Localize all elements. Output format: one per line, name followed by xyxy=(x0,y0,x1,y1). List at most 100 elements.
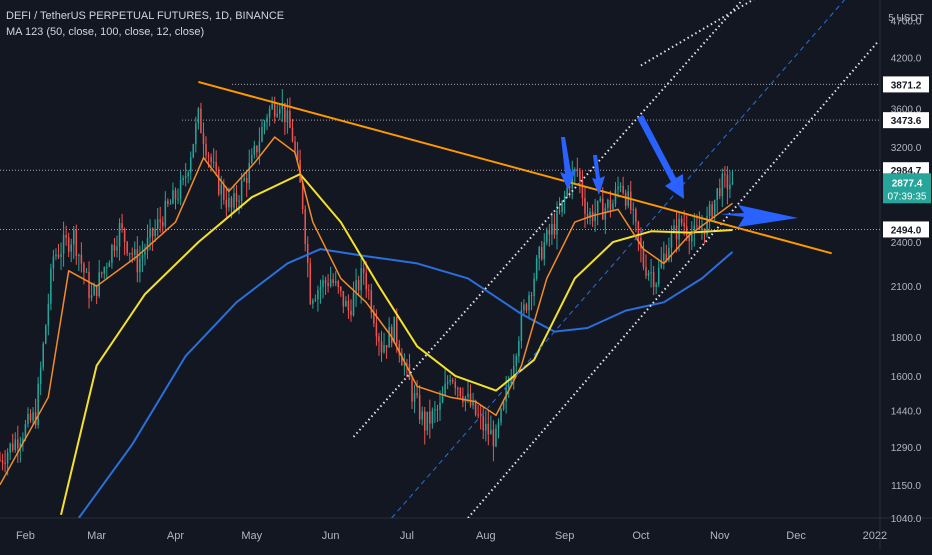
time-tick-label: Feb xyxy=(16,530,35,542)
candle-body xyxy=(47,303,50,326)
candle-body xyxy=(497,422,500,429)
candle-body xyxy=(182,177,184,180)
price-tick-label: 4700.0 xyxy=(891,16,922,27)
price-marker-tag xyxy=(883,221,929,238)
time-tick-label: Apr xyxy=(167,530,184,542)
candle-body xyxy=(136,249,139,273)
candle-body xyxy=(177,199,179,201)
candle-body xyxy=(568,187,571,189)
candle-body xyxy=(668,247,670,261)
candle-body xyxy=(467,393,469,397)
candle-body xyxy=(635,209,637,222)
candle-body xyxy=(385,345,388,348)
left-arrow-icon xyxy=(720,205,798,227)
candle-body xyxy=(174,190,177,200)
channel-midline xyxy=(391,0,845,518)
price-marker-label: 2494.0 xyxy=(891,225,922,236)
candle-body xyxy=(691,233,693,242)
candle-body xyxy=(434,409,436,411)
candle-body xyxy=(286,110,289,123)
candle-body xyxy=(535,258,538,279)
candle-body xyxy=(459,388,462,397)
candle-body xyxy=(561,200,563,212)
candle-body xyxy=(100,272,103,274)
candle-body xyxy=(235,193,238,202)
candle-body xyxy=(604,207,607,220)
candle-body xyxy=(530,295,533,297)
down-arrow-icon xyxy=(637,115,684,199)
candle-body xyxy=(294,141,296,151)
candle-body xyxy=(515,356,518,366)
candle-body xyxy=(337,281,340,287)
candle-body xyxy=(90,295,93,298)
symbol-title: DEFI / TetherUS PERPETUAL FUTURES, 1D, B… xyxy=(6,10,285,22)
indicator-label: MA 123 (50, close, 100, close, 12, close… xyxy=(6,26,205,38)
candle-body xyxy=(553,223,556,235)
candle-body xyxy=(251,154,253,164)
candle-body xyxy=(334,281,337,284)
candle-body xyxy=(266,117,268,123)
candle-body xyxy=(156,219,159,229)
candle-body xyxy=(329,279,332,287)
candle-body xyxy=(151,228,154,237)
candle-body xyxy=(296,150,299,160)
candle-body xyxy=(55,254,57,257)
candle-body xyxy=(388,326,390,348)
candle-body xyxy=(457,387,459,389)
candle-body xyxy=(500,409,502,423)
candle-body xyxy=(612,203,614,210)
candle-body xyxy=(495,428,497,447)
candle-body xyxy=(406,363,408,365)
candle-body xyxy=(118,223,121,247)
price-marker-label: 3871.2 xyxy=(891,80,922,91)
candle-body xyxy=(37,383,39,426)
candle-body xyxy=(581,180,584,199)
candle-body xyxy=(134,249,136,255)
candle-body xyxy=(4,462,6,464)
candle-body xyxy=(233,193,235,208)
candle-body xyxy=(50,268,52,304)
candle-body xyxy=(609,199,612,210)
candle-body xyxy=(602,198,604,220)
candle-body xyxy=(617,186,619,190)
candle-body xyxy=(106,266,108,268)
candle-body xyxy=(436,409,439,411)
channel-boundary-line xyxy=(352,0,744,438)
candle-body xyxy=(279,108,281,114)
candle-body xyxy=(622,185,624,193)
candle-body xyxy=(657,267,660,285)
candle-body xyxy=(123,228,126,242)
candle-body xyxy=(729,184,731,190)
candle-body xyxy=(726,174,729,190)
ma-slow-line xyxy=(77,248,734,518)
candle-body xyxy=(411,379,413,402)
candle-body xyxy=(449,380,451,382)
current-price-tag xyxy=(883,173,931,204)
candle-body xyxy=(380,341,383,353)
candle-body xyxy=(490,429,492,435)
candle-body xyxy=(446,381,449,384)
candle-body xyxy=(680,218,683,224)
candle-body xyxy=(663,253,665,261)
candle-body xyxy=(243,177,245,181)
candle-body xyxy=(314,299,317,301)
candle-body xyxy=(401,355,403,366)
candle-body xyxy=(731,182,734,185)
candle-body xyxy=(357,280,360,291)
price-marker-label: 2984.7 xyxy=(891,166,922,177)
candle-body xyxy=(393,316,395,343)
chart-legend: DEFI / TetherUS PERPETUAL FUTURES, 1D, B… xyxy=(6,8,284,40)
candle-body xyxy=(72,229,75,245)
candles xyxy=(0,89,734,476)
candle-body xyxy=(225,199,228,208)
candle-body xyxy=(6,452,9,464)
candle-body xyxy=(212,162,215,164)
down-arrow-icon xyxy=(592,155,605,195)
time-tick-label: Jun xyxy=(322,530,340,542)
candle-body xyxy=(482,416,484,431)
candle-body xyxy=(167,200,169,205)
candle-body xyxy=(474,400,477,415)
candle-body xyxy=(62,235,65,254)
